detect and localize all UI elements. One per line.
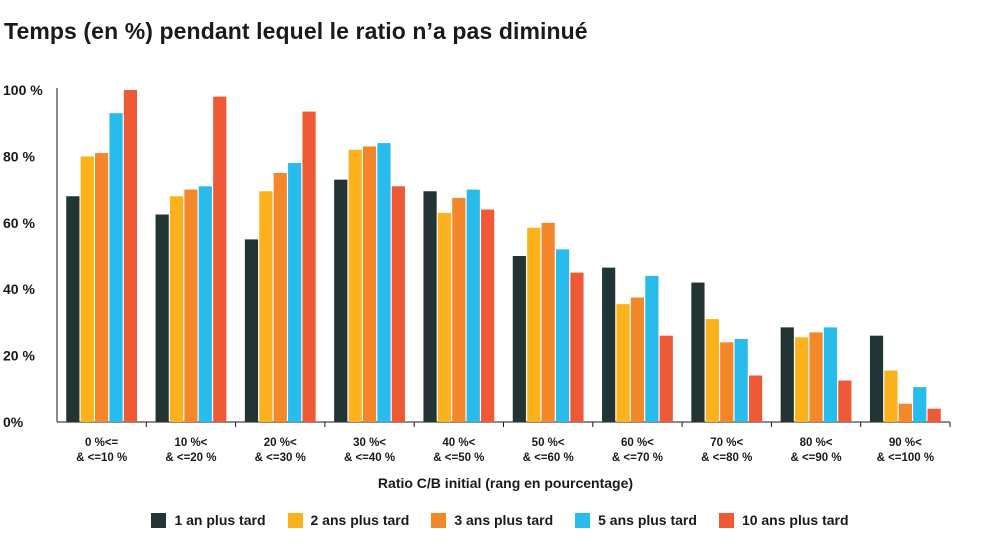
bar — [630, 297, 645, 422]
legend-label: 5 ans plus tard — [598, 512, 697, 528]
legend-label: 2 ans plus tard — [310, 512, 410, 528]
bar — [913, 387, 927, 422]
bar — [362, 146, 377, 422]
y-tick-label: 0% — [3, 414, 24, 430]
bar — [512, 256, 526, 422]
bar — [184, 189, 198, 422]
legend-item: 1 an plus tard — [151, 512, 266, 528]
bar — [288, 163, 302, 423]
x-tick-label: & <=100 % — [877, 452, 935, 464]
bar — [705, 319, 719, 422]
bar — [838, 380, 852, 422]
bar — [869, 335, 884, 422]
bar — [109, 113, 123, 423]
bar — [898, 403, 912, 422]
x-tick-label: 50 %< — [532, 437, 565, 449]
bar — [748, 375, 763, 422]
x-tick-label: & <=10 % — [76, 452, 127, 464]
bar — [66, 196, 80, 422]
x-tick-label: 0 %<= — [85, 437, 119, 449]
legend-swatch — [287, 512, 303, 528]
bar — [95, 153, 109, 422]
bar — [602, 267, 616, 422]
legend-label: 1 an plus tard — [174, 512, 266, 528]
y-tick-label: 20 % — [3, 348, 35, 364]
bar — [259, 191, 273, 422]
bar — [377, 143, 391, 422]
bar — [348, 149, 362, 422]
bar — [659, 335, 673, 422]
bar — [927, 408, 941, 422]
legend-item: 10 ans plus tard — [718, 512, 849, 528]
bar — [80, 156, 94, 422]
bar — [437, 212, 452, 422]
bar — [555, 249, 570, 422]
chart-title: Temps (en %) pendant lequel le ratio n’a… — [4, 18, 588, 44]
bar — [123, 90, 138, 422]
x-tick-label: & <=80 % — [701, 452, 752, 464]
legend-swatch — [431, 512, 447, 528]
bar — [423, 191, 437, 422]
bar — [884, 370, 898, 422]
x-tick-label: 80 %< — [800, 437, 833, 449]
x-tick-label: 30 %< — [353, 437, 386, 449]
bar — [273, 173, 287, 422]
legend-swatch — [718, 512, 734, 528]
x-axis-title: Ratio C/B initial (rang en pourcentage) — [378, 475, 633, 491]
legend: 1 an plus tard 2 ans plus tard 3 ans plus … — [0, 512, 1000, 528]
bar — [780, 327, 794, 422]
bar — [541, 222, 555, 422]
bar — [302, 111, 316, 422]
bar — [198, 186, 212, 422]
x-tick-label: 90 %< — [889, 437, 922, 449]
bar — [169, 196, 184, 422]
bar — [734, 339, 748, 422]
bar — [570, 272, 584, 422]
bar — [244, 239, 259, 422]
x-tick-label: & <=90 % — [790, 452, 841, 464]
bar — [481, 209, 495, 422]
x-tick-label: 40 %< — [442, 437, 475, 449]
bar — [795, 337, 809, 422]
legend-label: 3 ans plus tard — [454, 512, 554, 528]
bar — [391, 186, 405, 422]
bar — [155, 214, 169, 422]
legend-item: 2 ans plus tard — [287, 512, 410, 528]
bar — [452, 197, 466, 422]
bar — [213, 96, 227, 422]
bar — [334, 179, 348, 422]
y-tick-label: 60 % — [3, 215, 35, 231]
x-tick-label: & <=30 % — [255, 452, 306, 464]
bar — [720, 342, 734, 422]
bar — [823, 327, 838, 422]
bar — [616, 304, 630, 422]
x-tick-label: & <=50 % — [433, 452, 484, 464]
x-tick-label: 20 %< — [264, 437, 297, 449]
y-tick-label: 80 % — [3, 148, 35, 164]
x-tick-label: 70 %< — [710, 437, 743, 449]
x-tick-label: 10 %< — [174, 437, 207, 449]
bar-chart: 0% 20 % 40 % 60 % 80 % 100 % 0 %<= & <=10 % 10 %… — [3, 82, 951, 491]
legend-label: 10 ans plus tard — [741, 512, 849, 528]
x-tick-label: & <=20 % — [165, 452, 216, 464]
bar — [645, 275, 659, 422]
legend-item: 5 ans plus tard — [575, 512, 697, 528]
y-tick-label: 40 % — [3, 281, 35, 297]
bar — [527, 227, 541, 422]
x-tick-label: & <=70 % — [612, 452, 663, 464]
y-tick-label: 100 % — [3, 82, 43, 98]
x-tick-label: & <=40 % — [344, 452, 395, 464]
x-tick-label: & <=60 % — [523, 452, 574, 464]
bar — [466, 189, 480, 422]
legend-swatch — [151, 512, 167, 528]
x-tick-label: 60 %< — [621, 437, 654, 449]
bar — [691, 282, 705, 422]
legend-item: 3 ans plus tard — [431, 512, 553, 528]
bar — [809, 332, 823, 422]
legend-swatch — [575, 512, 591, 528]
